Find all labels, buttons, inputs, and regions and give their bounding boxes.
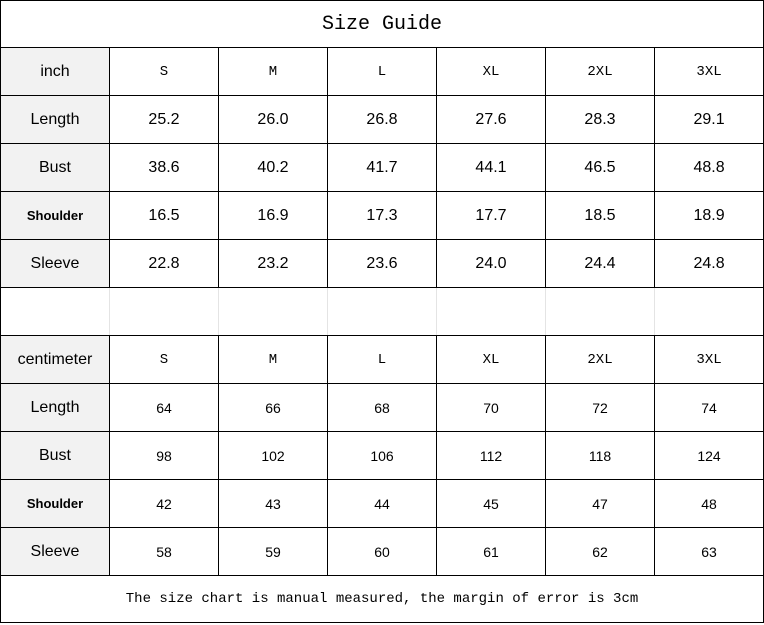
size-header: 2XL — [545, 335, 655, 384]
size-header: 3XL — [653, 335, 764, 384]
footnote: The size chart is manual measured, the m… — [0, 575, 764, 623]
measure-value: 44 — [327, 479, 437, 528]
measure-value: 27.6 — [436, 95, 546, 144]
measure-value: 48.8 — [653, 143, 764, 192]
measure-value: 112 — [436, 431, 546, 480]
measure-value: 42 — [109, 479, 219, 528]
measure-value: 38.6 — [109, 143, 219, 192]
size-header: 3XL — [653, 47, 764, 96]
spacer-row — [0, 287, 764, 336]
size-header: S — [109, 47, 219, 96]
measure-value: 26.8 — [327, 95, 437, 144]
spacer-cell — [0, 287, 110, 336]
footnote-row: The size chart is manual measured, the m… — [0, 575, 764, 623]
measure-value: 23.2 — [218, 239, 328, 288]
measure-value: 22.8 — [109, 239, 219, 288]
table-row: Bust 38.6 40.2 41.7 44.1 46.5 48.8 — [0, 143, 764, 192]
measure-value: 58 — [109, 527, 219, 576]
measure-label: Shoulder — [0, 479, 110, 528]
measure-value: 47 — [545, 479, 655, 528]
size-header: L — [327, 335, 437, 384]
table-row: Length 25.2 26.0 26.8 27.6 28.3 29.1 — [0, 95, 764, 144]
measure-value: 74 — [653, 383, 764, 432]
measure-value: 29.1 — [653, 95, 764, 144]
size-header: M — [218, 335, 328, 384]
measure-value: 61 — [436, 527, 546, 576]
measure-value: 23.6 — [327, 239, 437, 288]
spacer-cell — [327, 287, 437, 336]
size-header: XL — [436, 335, 546, 384]
measure-value: 70 — [436, 383, 546, 432]
measure-value: 28.3 — [545, 95, 655, 144]
measure-label: Length — [0, 95, 110, 144]
measure-value: 17.7 — [436, 191, 546, 240]
measure-value: 102 — [218, 431, 328, 480]
measure-value: 124 — [653, 431, 764, 480]
measure-value: 98 — [109, 431, 219, 480]
size-header: XL — [436, 47, 546, 96]
size-header: L — [327, 47, 437, 96]
measure-value: 16.5 — [109, 191, 219, 240]
centimeter-header-row: centimeter S M L XL 2XL 3XL — [0, 335, 764, 384]
measure-label: Bust — [0, 431, 110, 480]
measure-value: 16.9 — [218, 191, 328, 240]
measure-value: 60 — [327, 527, 437, 576]
unit-label: inch — [0, 47, 110, 96]
measure-value: 48 — [653, 479, 764, 528]
unit-label: centimeter — [0, 335, 110, 384]
measure-value: 106 — [327, 431, 437, 480]
table-row: Bust 98 102 106 112 118 124 — [0, 431, 764, 480]
measure-value: 26.0 — [218, 95, 328, 144]
table-row: Sleeve 58 59 60 61 62 63 — [0, 527, 764, 576]
size-header: S — [109, 335, 219, 384]
table-row: Shoulder 16.5 16.9 17.3 17.7 18.5 18.9 — [0, 191, 764, 240]
measure-value: 44.1 — [436, 143, 546, 192]
measure-value: 24.8 — [653, 239, 764, 288]
table-row: Length 64 66 68 70 72 74 — [0, 383, 764, 432]
measure-value: 66 — [218, 383, 328, 432]
measure-value: 62 — [545, 527, 655, 576]
measure-label: Shoulder — [0, 191, 110, 240]
inch-header-row: inch S M L XL 2XL 3XL — [0, 47, 764, 96]
page-title: Size Guide — [0, 0, 764, 48]
spacer-cell — [109, 287, 219, 336]
measure-value: 17.3 — [327, 191, 437, 240]
measure-value: 118 — [545, 431, 655, 480]
measure-value: 59 — [218, 527, 328, 576]
table-row: Shoulder 42 43 44 45 47 48 — [0, 479, 764, 528]
measure-value: 63 — [653, 527, 764, 576]
measure-value: 68 — [327, 383, 437, 432]
measure-value: 46.5 — [545, 143, 655, 192]
measure-value: 25.2 — [109, 95, 219, 144]
spacer-cell — [545, 287, 655, 336]
measure-value: 40.2 — [218, 143, 328, 192]
measure-value: 43 — [218, 479, 328, 528]
measure-value: 18.9 — [653, 191, 764, 240]
measure-label: Length — [0, 383, 110, 432]
measure-label: Sleeve — [0, 239, 110, 288]
measure-label: Bust — [0, 143, 110, 192]
measure-value: 64 — [109, 383, 219, 432]
measure-value: 72 — [545, 383, 655, 432]
size-header: M — [218, 47, 328, 96]
measure-value: 45 — [436, 479, 546, 528]
spacer-cell — [436, 287, 546, 336]
measure-value: 24.4 — [545, 239, 655, 288]
measure-label: Sleeve — [0, 527, 110, 576]
measure-value: 24.0 — [436, 239, 546, 288]
measure-value: 18.5 — [545, 191, 655, 240]
spacer-cell — [218, 287, 328, 336]
table-row: Sleeve 22.8 23.2 23.6 24.0 24.4 24.8 — [0, 239, 764, 288]
size-header: 2XL — [545, 47, 655, 96]
spacer-cell — [653, 287, 764, 336]
measure-value: 41.7 — [327, 143, 437, 192]
